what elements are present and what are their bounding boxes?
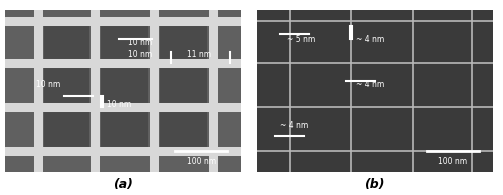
Text: (b): (b) — [365, 178, 385, 191]
Bar — [101, 111, 148, 146]
Text: 10 nm: 10 nm — [36, 81, 60, 90]
Text: 10 nm: 10 nm — [128, 38, 152, 47]
Bar — [44, 67, 89, 103]
Text: 10 nm: 10 nm — [128, 50, 152, 59]
Text: ~ 5 nm: ~ 5 nm — [287, 35, 315, 44]
Text: 100 nm: 100 nm — [438, 157, 467, 166]
Bar — [160, 111, 207, 146]
Bar — [160, 25, 207, 59]
Text: ~ 4 nm: ~ 4 nm — [356, 35, 384, 44]
Bar — [44, 111, 89, 146]
Text: 100 nm: 100 nm — [187, 157, 216, 166]
Text: 11 nm: 11 nm — [187, 50, 211, 59]
Bar — [101, 25, 148, 59]
Bar — [101, 67, 148, 103]
Bar — [160, 67, 207, 103]
Text: ~ 4 nm: ~ 4 nm — [356, 81, 384, 90]
Text: (a): (a) — [113, 178, 133, 191]
Bar — [44, 25, 89, 59]
Text: 10 nm: 10 nm — [107, 100, 131, 109]
Text: ~ 4 nm: ~ 4 nm — [280, 121, 308, 130]
